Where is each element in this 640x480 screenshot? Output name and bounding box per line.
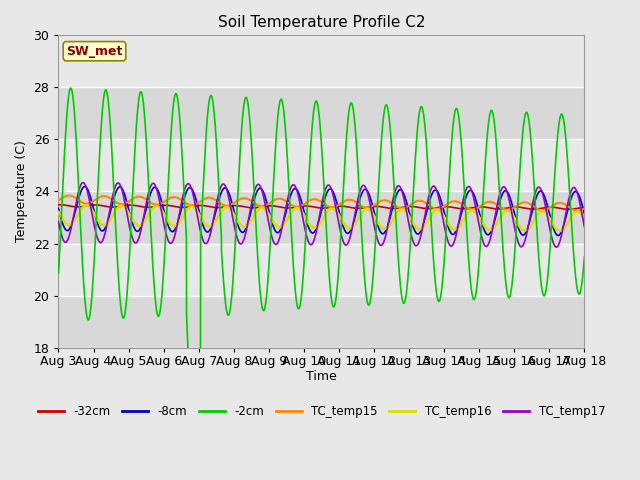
Y-axis label: Temperature (C): Temperature (C) (15, 141, 28, 242)
Bar (58, 243, 584, 296)
Text: SW_met: SW_met (67, 45, 123, 58)
Bar (58, 192, 584, 243)
X-axis label: Time: Time (306, 371, 337, 384)
Bar (58, 139, 584, 192)
Bar (58, 87, 584, 139)
Title: Soil Temperature Profile C2: Soil Temperature Profile C2 (218, 15, 425, 30)
Legend: -32cm, -8cm, -2cm, TC_temp15, TC_temp16, TC_temp17: -32cm, -8cm, -2cm, TC_temp15, TC_temp16,… (33, 400, 610, 423)
Bar (58, 36, 584, 87)
Bar (58, 296, 584, 348)
